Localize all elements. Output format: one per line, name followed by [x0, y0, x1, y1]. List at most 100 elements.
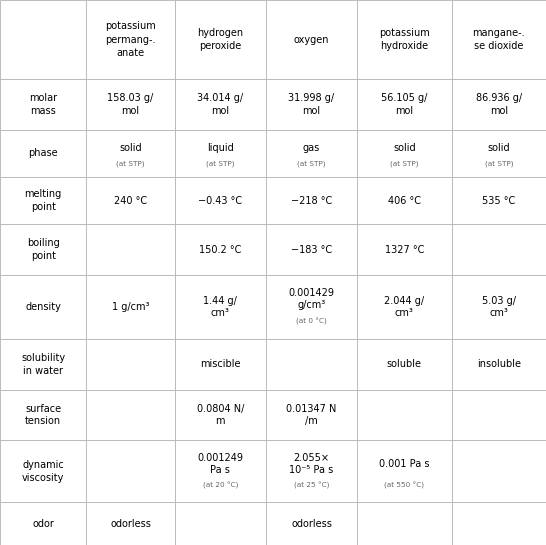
Text: 406 °C: 406 °C	[388, 196, 421, 205]
Text: (at 25 °C): (at 25 °C)	[294, 481, 329, 489]
Text: dynamic
viscosity: dynamic viscosity	[22, 460, 64, 483]
Text: 0.001249
Pa s: 0.001249 Pa s	[197, 453, 244, 475]
Bar	[452, 130, 546, 177]
Bar	[452, 502, 546, 545]
Bar	[452, 224, 546, 275]
Text: 5.03 g/
cm³: 5.03 g/ cm³	[482, 296, 516, 318]
Bar	[86, 339, 175, 390]
Text: 0.01347 N
/m: 0.01347 N /m	[286, 404, 337, 426]
Bar	[357, 177, 452, 224]
Bar	[0, 390, 86, 440]
Text: solid: solid	[488, 143, 510, 153]
Bar	[175, 177, 266, 224]
Text: 0.0804 N/
m: 0.0804 N/ m	[197, 404, 244, 426]
Bar	[357, 130, 452, 177]
Text: odor: odor	[32, 519, 54, 529]
Text: odorless: odorless	[291, 519, 332, 529]
Bar	[0, 0, 86, 80]
Text: gas: gas	[303, 143, 320, 153]
Text: (at STP): (at STP)	[206, 161, 235, 167]
Bar	[86, 0, 175, 80]
Bar	[86, 390, 175, 440]
Bar	[86, 130, 175, 177]
Bar	[452, 440, 546, 502]
Bar	[452, 177, 546, 224]
Text: −0.43 °C: −0.43 °C	[198, 196, 242, 205]
Bar	[452, 339, 546, 390]
Bar	[86, 224, 175, 275]
Text: (at STP): (at STP)	[116, 161, 145, 167]
Text: 86.936 g/
mol: 86.936 g/ mol	[476, 93, 522, 116]
Text: 0.001429
g/cm³: 0.001429 g/cm³	[288, 288, 335, 311]
Text: solid: solid	[393, 143, 416, 153]
Text: solid: solid	[119, 143, 142, 153]
Bar	[266, 502, 357, 545]
Text: miscible: miscible	[200, 360, 241, 370]
Bar	[86, 275, 175, 339]
Text: potassium
hydroxide: potassium hydroxide	[379, 28, 430, 51]
Bar	[175, 0, 266, 80]
Bar	[266, 80, 357, 130]
Bar	[266, 390, 357, 440]
Text: 1327 °C: 1327 °C	[384, 245, 424, 255]
Bar	[175, 440, 266, 502]
Text: 158.03 g/
mol: 158.03 g/ mol	[108, 93, 153, 116]
Text: oxygen: oxygen	[294, 35, 329, 45]
Text: −183 °C: −183 °C	[291, 245, 332, 255]
Text: boiling
point: boiling point	[27, 238, 60, 261]
Text: 31.998 g/
mol: 31.998 g/ mol	[288, 93, 335, 116]
Bar	[86, 80, 175, 130]
Text: 2.055×
10⁻⁵ Pa s: 2.055× 10⁻⁵ Pa s	[289, 453, 334, 475]
Bar	[175, 502, 266, 545]
Text: melting
point: melting point	[25, 190, 62, 212]
Text: 2.044 g/
cm³: 2.044 g/ cm³	[384, 296, 424, 318]
Text: liquid: liquid	[207, 143, 234, 153]
Text: solubility
in water: solubility in water	[21, 353, 65, 376]
Bar	[0, 339, 86, 390]
Bar	[175, 275, 266, 339]
Bar	[266, 339, 357, 390]
Bar	[266, 224, 357, 275]
Text: (at 550 °C): (at 550 °C)	[384, 481, 424, 489]
Text: 1 g/cm³: 1 g/cm³	[112, 302, 149, 312]
Text: 535 °C: 535 °C	[482, 196, 515, 205]
Bar	[0, 502, 86, 545]
Bar	[357, 502, 452, 545]
Bar	[86, 502, 175, 545]
Text: potassium
permang-.
anate: potassium permang-. anate	[105, 21, 156, 58]
Text: (at 0 °C): (at 0 °C)	[296, 318, 327, 325]
Bar	[452, 275, 546, 339]
Bar	[175, 339, 266, 390]
Bar	[357, 0, 452, 80]
Text: 0.001 Pa s: 0.001 Pa s	[379, 459, 430, 469]
Bar	[357, 80, 452, 130]
Text: 1.44 g/
cm³: 1.44 g/ cm³	[203, 296, 238, 318]
Text: −218 °C: −218 °C	[291, 196, 332, 205]
Bar	[0, 177, 86, 224]
Text: molar
mass: molar mass	[29, 93, 57, 116]
Text: hydrogen
peroxide: hydrogen peroxide	[197, 28, 244, 51]
Bar	[357, 275, 452, 339]
Bar	[357, 440, 452, 502]
Bar	[452, 390, 546, 440]
Text: (at 20 °C): (at 20 °C)	[203, 481, 238, 489]
Text: (at STP): (at STP)	[297, 161, 326, 167]
Bar	[452, 0, 546, 80]
Text: 150.2 °C: 150.2 °C	[199, 245, 241, 255]
Bar	[452, 80, 546, 130]
Bar	[175, 80, 266, 130]
Bar	[0, 224, 86, 275]
Bar	[175, 390, 266, 440]
Text: surface
tension: surface tension	[25, 404, 61, 426]
Text: density: density	[25, 302, 61, 312]
Bar	[0, 80, 86, 130]
Text: phase: phase	[28, 148, 58, 159]
Bar	[266, 0, 357, 80]
Bar	[86, 177, 175, 224]
Bar	[266, 130, 357, 177]
Text: insoluble: insoluble	[477, 360, 521, 370]
Bar	[266, 275, 357, 339]
Text: (at STP): (at STP)	[390, 161, 419, 167]
Bar	[357, 339, 452, 390]
Text: (at STP): (at STP)	[484, 161, 513, 167]
